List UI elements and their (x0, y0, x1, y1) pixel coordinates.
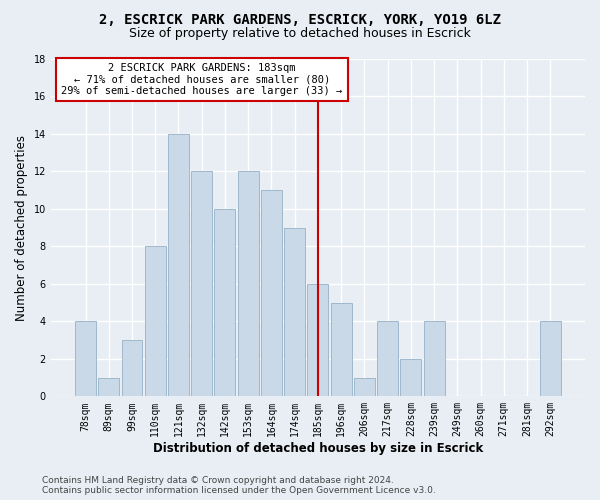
Bar (214, 209, 235, 396)
Bar (145, 246, 166, 396)
Y-axis label: Number of detached properties: Number of detached properties (15, 134, 28, 320)
Bar (75, 322, 96, 396)
Bar (168, 134, 189, 396)
Text: 2 ESCRICK PARK GARDENS: 183sqm
← 71% of detached houses are smaller (80)
29% of : 2 ESCRICK PARK GARDENS: 183sqm ← 71% of … (61, 62, 343, 96)
Text: Contains HM Land Registry data © Crown copyright and database right 2024.
Contai: Contains HM Land Registry data © Crown c… (42, 476, 436, 495)
Bar (284, 228, 305, 396)
Bar (191, 172, 212, 396)
Bar (307, 284, 328, 397)
Bar (354, 378, 375, 396)
Bar (540, 322, 561, 396)
Bar (377, 322, 398, 396)
Bar (400, 359, 421, 397)
Bar (98, 378, 119, 396)
Bar (424, 322, 445, 396)
Bar (261, 190, 282, 396)
Text: Size of property relative to detached houses in Escrick: Size of property relative to detached ho… (129, 28, 471, 40)
Bar (238, 172, 259, 396)
Bar (122, 340, 142, 396)
Bar (331, 302, 352, 396)
Text: 2, ESCRICK PARK GARDENS, ESCRICK, YORK, YO19 6LZ: 2, ESCRICK PARK GARDENS, ESCRICK, YORK, … (99, 12, 501, 26)
X-axis label: Distribution of detached houses by size in Escrick: Distribution of detached houses by size … (153, 442, 483, 455)
